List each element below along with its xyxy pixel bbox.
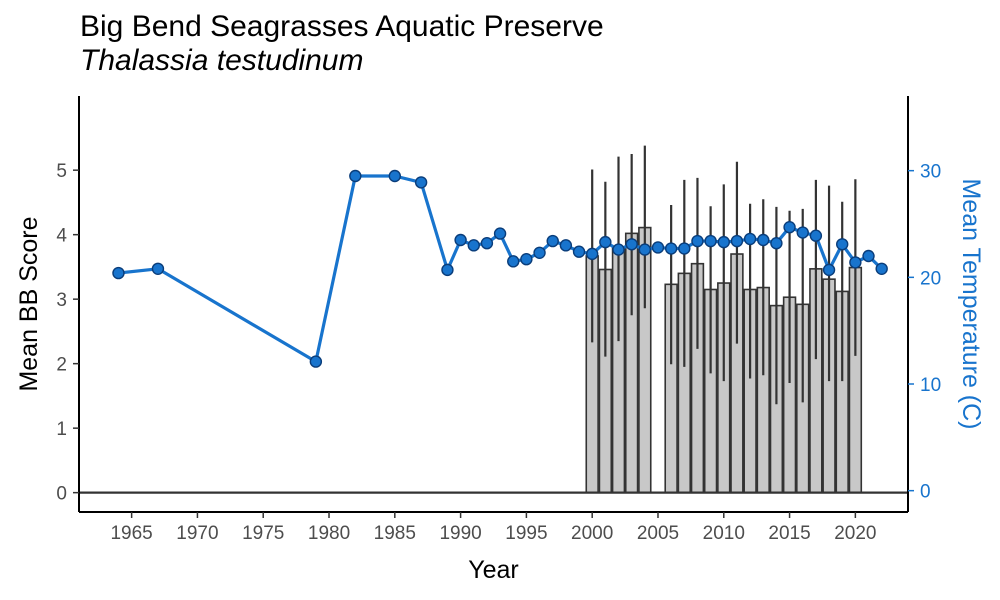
temperature-point xyxy=(651,241,665,254)
temperature-point xyxy=(625,238,638,251)
temperature-point xyxy=(822,263,836,277)
temperature-point xyxy=(493,227,507,240)
temperature-point xyxy=(151,262,165,275)
temperature-point xyxy=(585,247,599,261)
x-tick-label: 1990 xyxy=(439,523,481,544)
x-tick-label: 1985 xyxy=(374,523,416,544)
chart-title: Big Bend Seagrasses Aquatic Preserve xyxy=(80,10,604,43)
temperature-point xyxy=(559,239,573,252)
temperature-line xyxy=(118,174,883,364)
temperature-point xyxy=(757,233,770,247)
temperature-line-layer xyxy=(118,174,883,364)
x-tick-label: 2020 xyxy=(834,523,876,544)
temperature-point xyxy=(599,235,612,249)
temperature-point xyxy=(809,229,823,242)
temperature-point xyxy=(717,235,730,249)
y2-axis-title: Mean Temperature (C) xyxy=(957,178,985,429)
y-tick-label: 5 xyxy=(56,161,67,182)
x-tick-label: 2000 xyxy=(571,523,613,544)
y2-tick-label: 20 xyxy=(920,268,941,289)
x-tick-label: 1970 xyxy=(176,523,218,544)
temperature-point xyxy=(691,234,704,248)
temperature-point xyxy=(388,169,402,183)
y-tick-label: 3 xyxy=(56,290,67,311)
temperature-point xyxy=(678,242,691,255)
temperature-point xyxy=(849,256,862,269)
temperature-point xyxy=(546,234,559,248)
temperature-point xyxy=(638,243,652,256)
y-tick-label: 2 xyxy=(56,355,67,376)
y-axis-title: Mean BB Score xyxy=(15,216,43,391)
temperature-point xyxy=(796,226,809,239)
temperature-points-layer xyxy=(112,169,888,368)
temperature-point xyxy=(704,234,717,248)
x-tick-label: 1980 xyxy=(308,523,350,544)
y2-tick-label: 10 xyxy=(920,375,941,396)
temperature-point xyxy=(467,239,480,252)
y2-tick-label: 0 xyxy=(920,482,931,503)
temperature-point xyxy=(309,355,323,368)
axes-layer: 1965 1970 1975 1980 1985 1990 1995 2000 2005 2010… xyxy=(56,96,941,544)
y-tick-label: 4 xyxy=(56,226,67,247)
temperature-point xyxy=(349,169,362,183)
x-tick-label: 1975 xyxy=(242,523,284,544)
temperature-point xyxy=(743,232,757,246)
temperature-point xyxy=(414,176,428,189)
x-axis-title: Year xyxy=(468,556,519,584)
x-tick-label: 2005 xyxy=(637,523,679,544)
error-bars-layer xyxy=(591,145,857,405)
temperature-point xyxy=(112,266,125,280)
temperature-point xyxy=(572,245,586,258)
temperature-point xyxy=(507,255,520,268)
x-tick-label: 1965 xyxy=(110,523,152,544)
x-tick-label: 2010 xyxy=(703,523,745,544)
temperature-point xyxy=(875,262,888,275)
temperature-point xyxy=(454,233,467,247)
x-tick-label: 2015 xyxy=(768,523,810,544)
temperature-point xyxy=(730,234,744,248)
temperature-point xyxy=(783,220,796,234)
temperature-point xyxy=(770,236,783,250)
y2-tick-label: 30 xyxy=(920,162,941,183)
temperature-point xyxy=(480,236,494,250)
y-tick-label: 1 xyxy=(56,419,67,440)
temperature-point xyxy=(836,238,849,251)
y-tick-label: 0 xyxy=(56,484,67,505)
temperature-point xyxy=(533,246,546,260)
temperature-point xyxy=(612,243,625,256)
temperature-point xyxy=(862,249,875,263)
temperature-point xyxy=(520,253,533,266)
chart-subtitle: Thalassia testudinum xyxy=(80,44,364,77)
temperature-point xyxy=(664,242,678,255)
x-tick-label: 1995 xyxy=(505,523,547,544)
temperature-point xyxy=(441,263,454,277)
